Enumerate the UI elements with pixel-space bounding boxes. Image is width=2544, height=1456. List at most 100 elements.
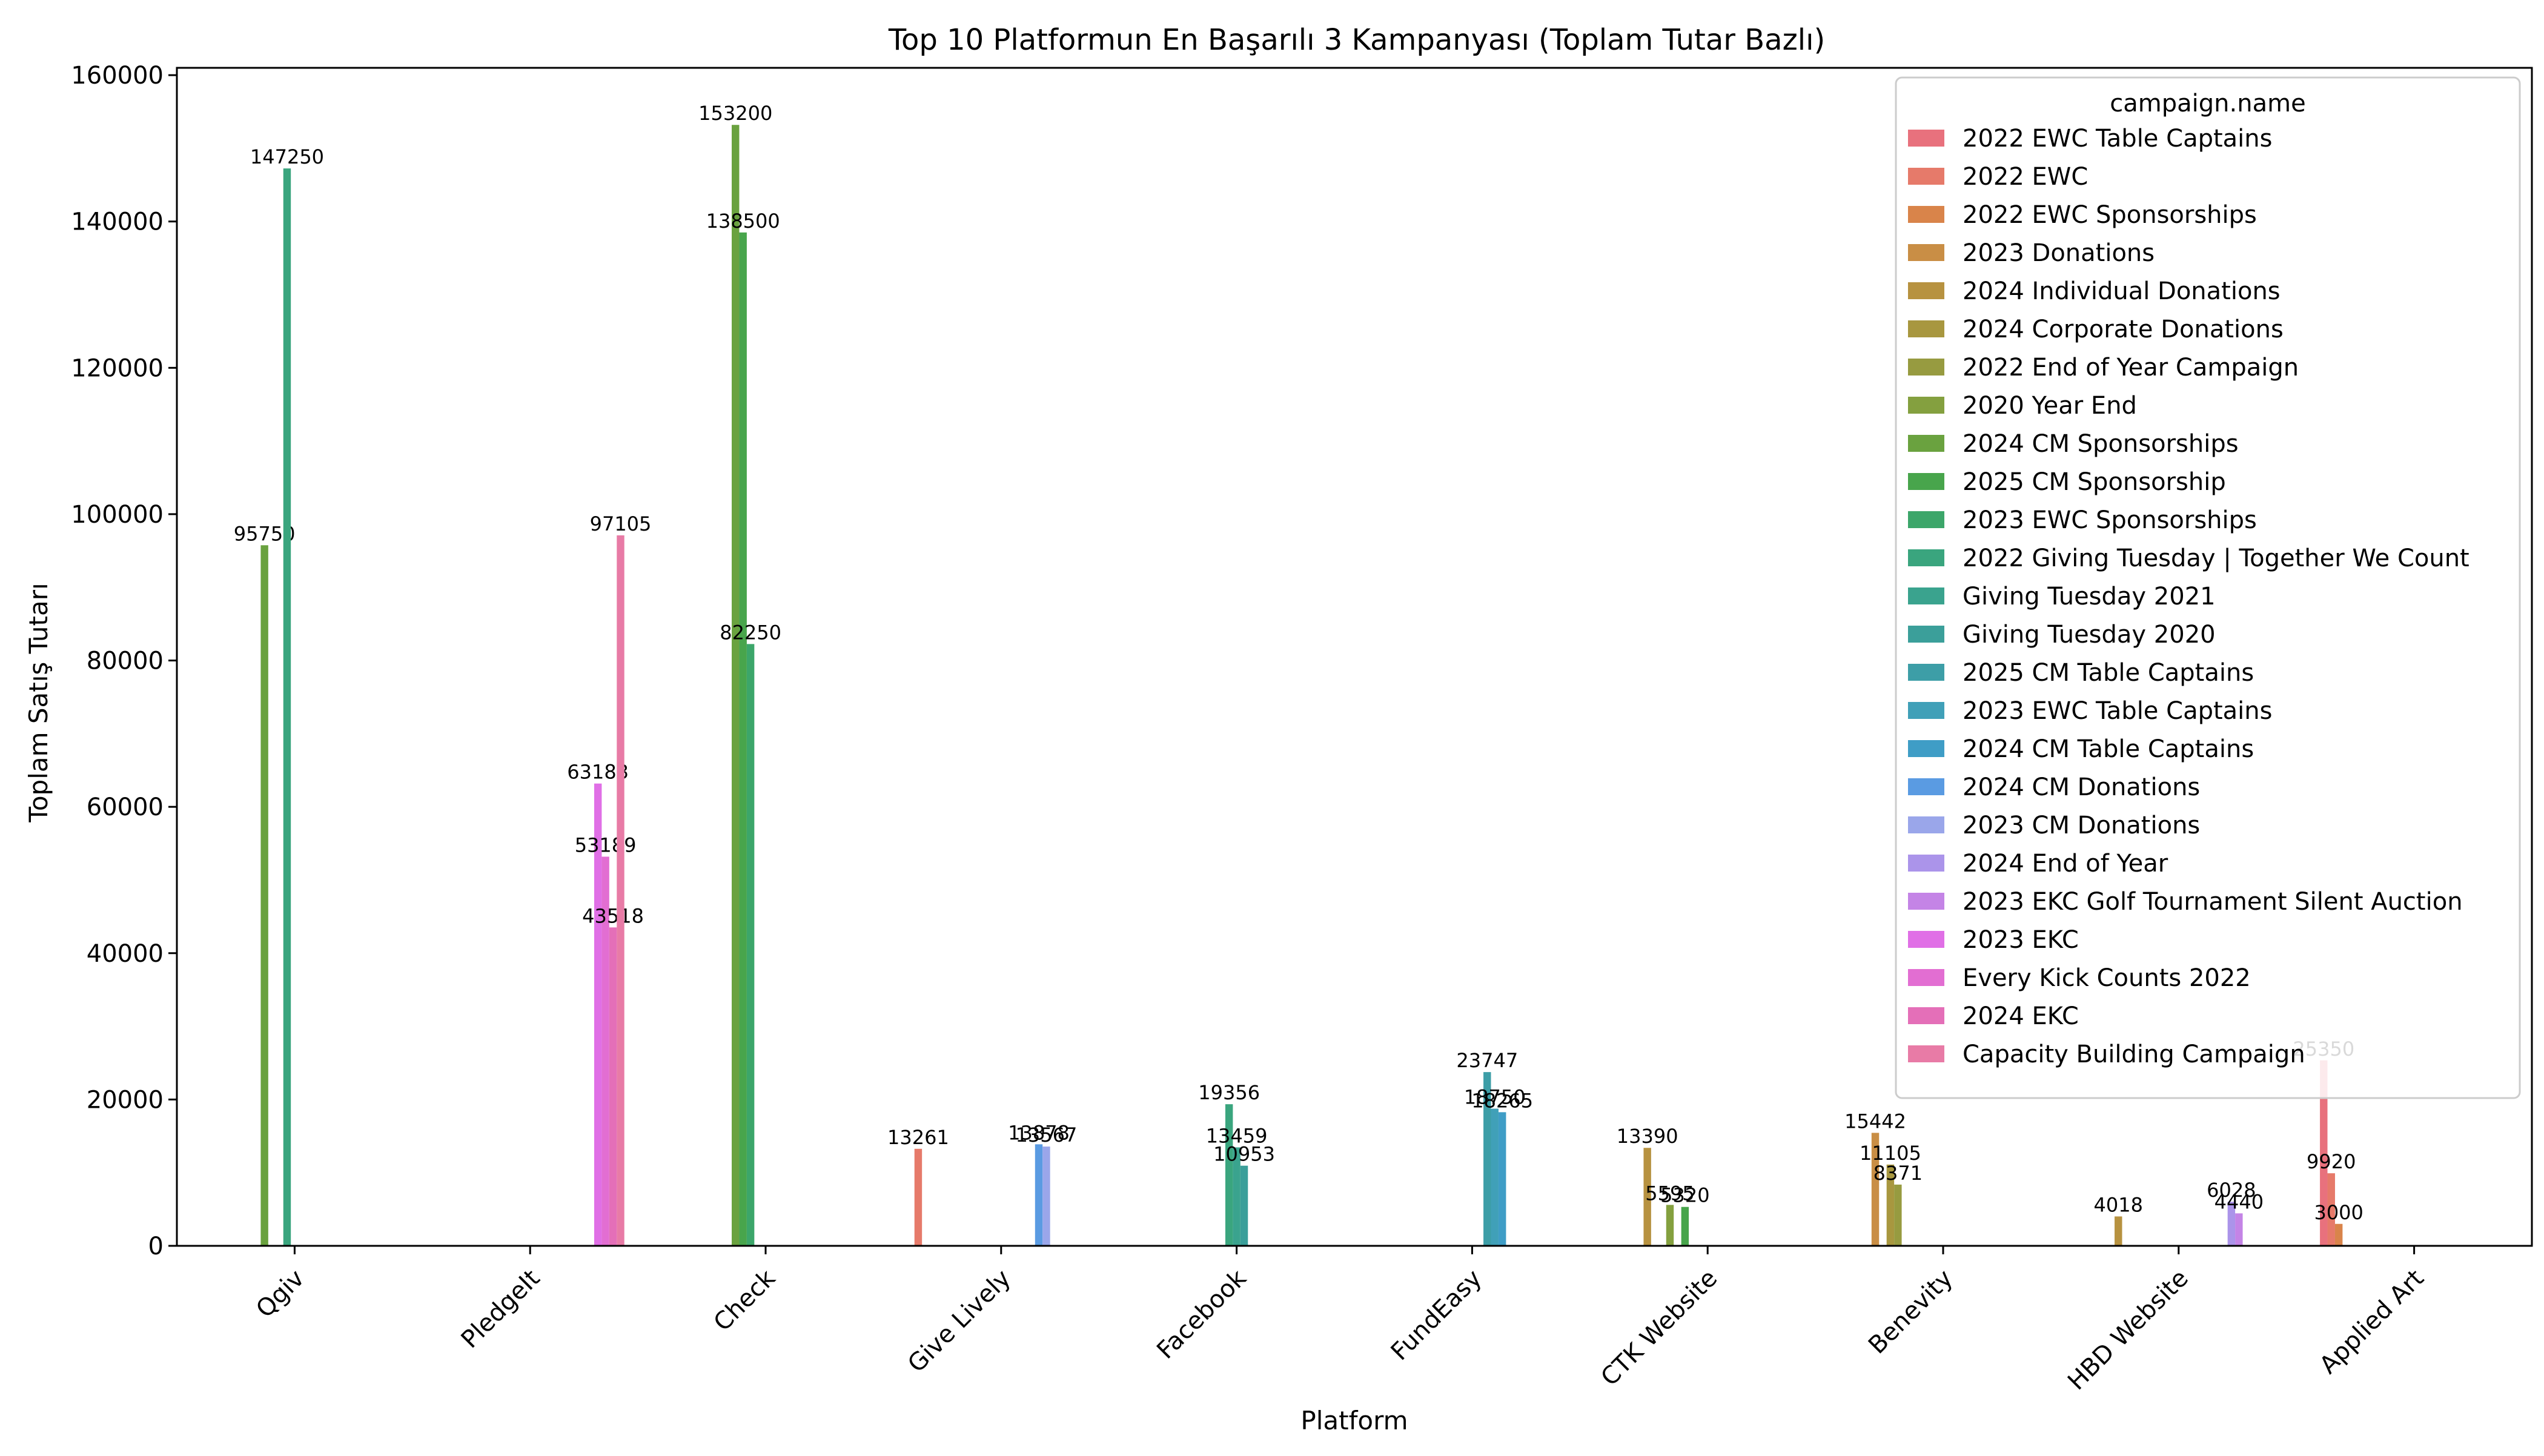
data-label: 13261 — [887, 1126, 949, 1149]
bar — [2320, 1060, 2328, 1246]
legend-item-label: 2024 CM Sponsorships — [1963, 430, 2239, 458]
legend-swatch — [1908, 626, 1944, 643]
x-tick-label: Applied Art — [2314, 1265, 2430, 1380]
data-label: 19356 — [1198, 1081, 1260, 1104]
legend-swatch — [1908, 282, 1944, 299]
legend-swatch — [1908, 359, 1944, 376]
bar — [609, 927, 617, 1246]
legend-title: campaign.name — [2110, 90, 2305, 117]
legend-item-label: 2024 EKC — [1963, 1002, 2079, 1030]
plot-area: 0 20000 40000 60000 80000 100000 120000 140000 1… — [71, 62, 2429, 1395]
bar — [1871, 1133, 1880, 1246]
legend-item-label: 2022 EWC Table Captains — [1963, 125, 2272, 153]
legend-item-label: 2023 CM Donations — [1963, 812, 2200, 839]
bar — [2327, 1173, 2335, 1246]
legend-item-label: Giving Tuesday 2020 — [1963, 621, 2216, 649]
bar — [2235, 1213, 2243, 1246]
data-label: 153200 — [698, 102, 772, 125]
legend-swatch — [1908, 130, 1944, 147]
legend-item-label: Capacity Building Campaign — [1963, 1041, 2305, 1068]
data-label: 5320 — [1660, 1184, 1709, 1207]
legend-item-label: 2022 EWC Sponsorships — [1963, 201, 2257, 229]
legend-item-label: 2024 Individual Donations — [1963, 277, 2281, 305]
legend-swatch — [1908, 893, 1944, 910]
legend-item-label: 2020 Year End — [1963, 392, 2137, 420]
data-label: 18265 — [1471, 1089, 1533, 1112]
y-tick-label: 20000 — [87, 1086, 164, 1114]
bar — [1498, 1112, 1506, 1246]
data-label: 6028 — [2207, 1179, 2256, 1202]
x-tick-label: Check — [709, 1264, 781, 1337]
legend: campaign.name 2022 EWC Table Captains 2022… — [1895, 76, 2521, 1099]
y-tick-label: 0 — [148, 1233, 164, 1260]
data-label: 4018 — [2094, 1193, 2143, 1216]
bar — [260, 545, 268, 1246]
data-label: 23747 — [1456, 1049, 1518, 1072]
bar — [1225, 1104, 1233, 1246]
data-label: 13390 — [1617, 1125, 1678, 1148]
legend-swatch — [1908, 740, 1944, 757]
x-axis-label: Platform — [1300, 1406, 1408, 1435]
data-label: 4440 — [2214, 1190, 2264, 1213]
legend-swatch — [1908, 168, 1944, 185]
bar — [746, 644, 755, 1246]
bar — [739, 232, 747, 1246]
legend-swatch — [1908, 664, 1944, 681]
legend-item-label: Every Kick Counts 2022 — [1963, 964, 2251, 992]
data-label: 3000 — [2314, 1201, 2363, 1224]
data-label: 18750 — [1464, 1085, 1526, 1108]
legend-swatch — [1908, 969, 1944, 986]
legend-item-label: 2023 EWC Table Captains — [1963, 697, 2272, 725]
bar — [1666, 1205, 1674, 1246]
bar — [2227, 1202, 2236, 1246]
x-tick-label: Qgiv — [251, 1265, 310, 1323]
legend-item-label: 2022 EWC — [1963, 163, 2088, 191]
y-tick-label: 160000 — [71, 62, 164, 90]
bar — [601, 856, 609, 1246]
data-label: 15442 — [1844, 1110, 1906, 1133]
data-label: 138500 — [706, 210, 780, 233]
legend-item-label: 2023 EKC — [1963, 926, 2079, 954]
legend-item-label: 2023 EWC Sponsorships — [1963, 506, 2257, 534]
bar — [1681, 1206, 1689, 1246]
legend-swatch — [1908, 778, 1944, 795]
data-label: 13459 — [1206, 1124, 1268, 1147]
data-label: 10953 — [1213, 1143, 1275, 1166]
data-label: 43518 — [582, 904, 644, 927]
y-tick-label: 140000 — [71, 208, 164, 236]
y-tick-label: 100000 — [71, 501, 164, 529]
x-tick-label: PledgeIt — [456, 1265, 546, 1354]
legend-swatch — [1908, 931, 1944, 948]
legend-swatch — [1908, 206, 1944, 223]
legend-swatch — [1908, 587, 1944, 604]
legend-item-label: 2023 Donations — [1963, 239, 2155, 267]
legend-item-label: 2024 End of Year — [1963, 850, 2168, 878]
bar — [594, 783, 602, 1246]
data-label: 13567 — [1016, 1123, 1078, 1147]
data-label: 147250 — [250, 145, 324, 168]
legend-item-label: 2024 Corporate Donations — [1963, 316, 2284, 343]
data-label: 82250 — [720, 621, 781, 644]
legend-swatch — [1908, 473, 1944, 490]
legend-item-label: 2025 CM Table Captains — [1963, 659, 2254, 687]
legend-swatch — [1908, 511, 1944, 528]
legend-item-label: Giving Tuesday 2021 — [1963, 583, 2216, 611]
bar — [732, 125, 740, 1246]
legend-item-label: 2022 Giving Tuesday | Together We Count — [1963, 544, 2469, 572]
legend-swatch — [1908, 816, 1944, 833]
bar — [1233, 1147, 1241, 1246]
data-label: 13878 — [1008, 1121, 1070, 1144]
x-tick-label: CTK Website — [1595, 1265, 1723, 1392]
bar — [283, 168, 291, 1246]
legend-swatch — [1908, 855, 1944, 872]
x-tick-label: Give Lively — [903, 1265, 1016, 1378]
y-axis-label: Toplam Satış Tutarı — [24, 583, 53, 822]
legend-swatch — [1908, 1007, 1944, 1024]
x-tick-label: Facebook — [1151, 1264, 1252, 1365]
y-tick-label: 60000 — [87, 793, 164, 821]
bar — [617, 535, 624, 1246]
bar — [1035, 1144, 1043, 1246]
data-label: 5595 — [1645, 1182, 1694, 1205]
